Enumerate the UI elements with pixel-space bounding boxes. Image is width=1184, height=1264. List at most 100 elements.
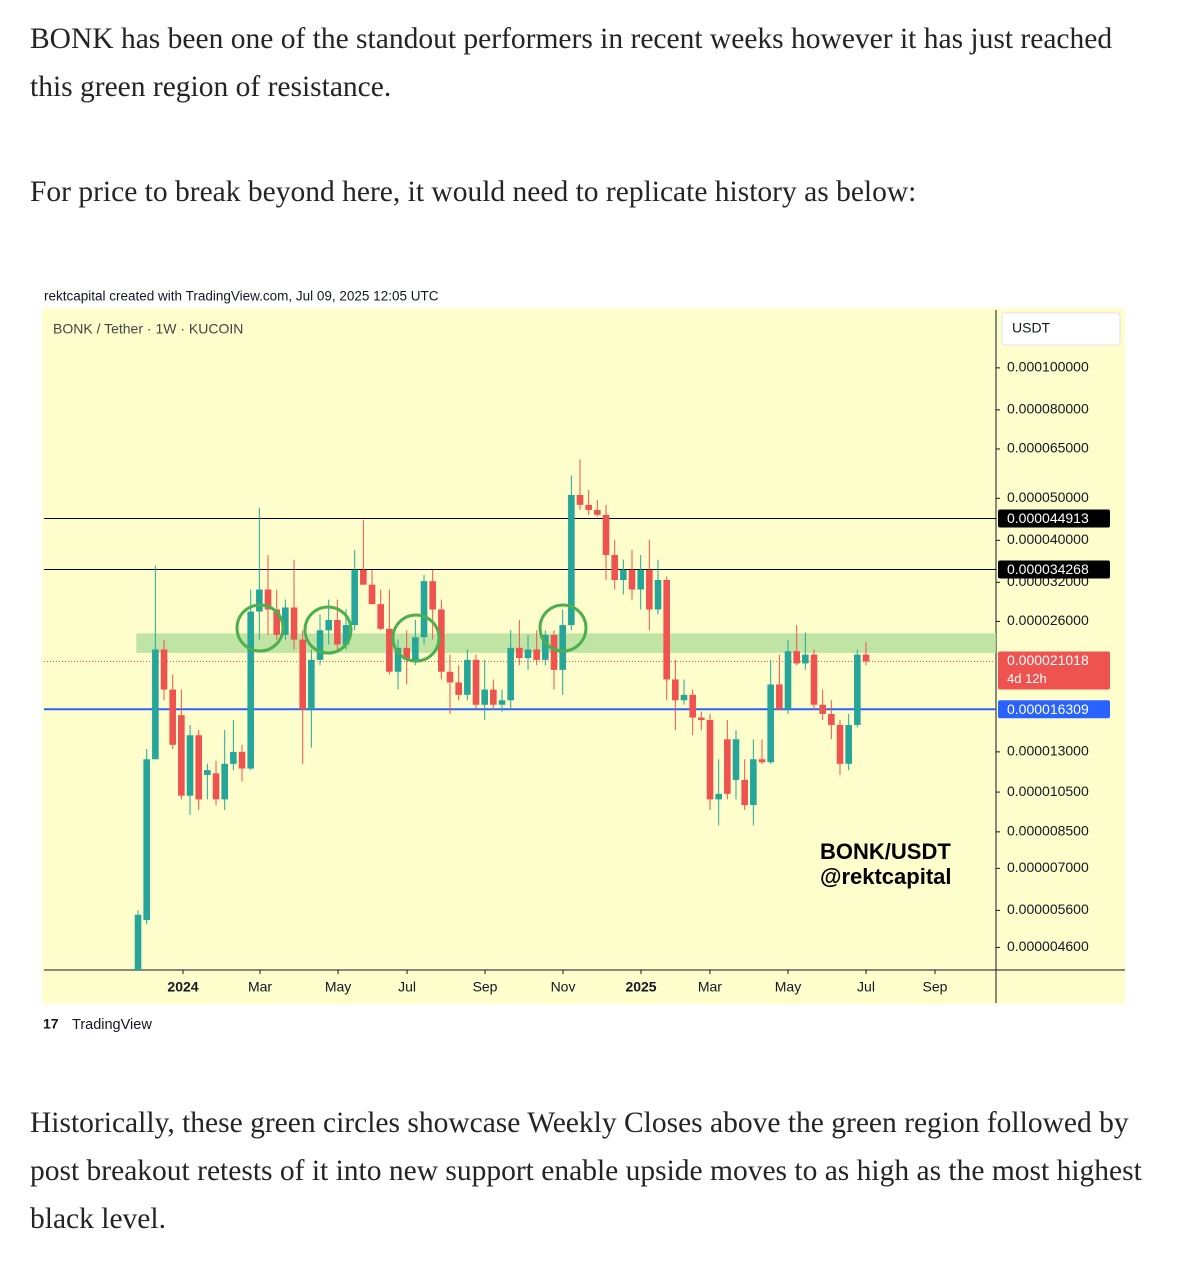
circle-annotation (391, 613, 441, 663)
candle-body (524, 649, 532, 659)
candle-body (429, 581, 436, 610)
candle-body (516, 647, 523, 659)
candle-body (472, 659, 480, 705)
y-tick-label: 0.000026000 (1007, 612, 1089, 628)
candle-body (316, 630, 324, 660)
candle-body (394, 647, 402, 672)
last-price-label: 0.000021018 (1007, 652, 1089, 668)
candle-body (663, 579, 670, 680)
level-label: 0.000044913 (1007, 510, 1089, 526)
y-tick-label: 0.000013000 (1007, 743, 1089, 759)
watermark: BONK/USDT (820, 839, 951, 864)
y-tick-label: 0.000065000 (1007, 440, 1089, 456)
candle-body (784, 651, 792, 710)
circle-annotation (235, 603, 285, 653)
candle-body (594, 509, 601, 515)
candle-body (143, 759, 150, 921)
level-label-box (998, 700, 1110, 719)
chart-caption: rektcapital created with TradingView.com… (44, 289, 439, 304)
x-tick-label: Nov (551, 979, 576, 995)
y-tick-label: 0.000010500 (1007, 783, 1089, 799)
candle-body (134, 914, 142, 970)
candle-body (620, 569, 627, 580)
candle-body (542, 634, 549, 660)
y-tick-label: 0.000050000 (1007, 489, 1089, 505)
countdown-label: 4d 12h (1007, 671, 1047, 686)
candle-body (221, 763, 228, 800)
candle-body (533, 649, 540, 660)
candle-body (238, 751, 246, 769)
candle-body (732, 739, 740, 780)
level-label-box (998, 509, 1110, 528)
candle-body (854, 654, 861, 725)
candle-body (325, 619, 332, 631)
candle-body (776, 684, 783, 710)
candle-body (715, 793, 722, 800)
candle-body (386, 628, 393, 672)
candle-body (455, 682, 462, 695)
candle-body (672, 679, 679, 701)
candle-body (273, 609, 280, 635)
x-tick-label: May (325, 979, 351, 995)
candle-body (680, 694, 688, 701)
x-tick-label: Sep (923, 979, 948, 995)
level-label-box (998, 560, 1110, 579)
candle-body (282, 607, 289, 635)
chart-background (42, 308, 1125, 1004)
candle-body (160, 649, 168, 690)
candle-body (412, 637, 419, 660)
candle-body (360, 569, 367, 585)
candle-body (290, 607, 298, 640)
candle-body (767, 684, 774, 763)
candle-body (862, 654, 870, 662)
candle-body (559, 625, 566, 670)
candle-body (836, 724, 844, 764)
symbol-label: BONK / Tether · 1W · KUCOIN (53, 321, 243, 337)
x-tick-label: Jul (398, 979, 416, 995)
candle-body (230, 751, 237, 764)
x-tick-label: Jul (857, 979, 875, 995)
resistance-zone (136, 633, 996, 653)
y-tick-label: 0.000004600 (1007, 938, 1089, 954)
candle-body (741, 779, 748, 806)
candle-body (828, 713, 835, 725)
candle-body (689, 694, 696, 718)
candle-body (550, 634, 558, 670)
paragraph: Historically, these green circles showca… (30, 1107, 1142, 1235)
y-tick-label: 0.000008500 (1007, 823, 1089, 839)
candle-body (334, 619, 341, 645)
x-tick-label: May (775, 979, 801, 995)
x-tick-label: Mar (698, 979, 722, 995)
paragraph: For price to break beyond here, it would… (30, 176, 917, 208)
candle-body (368, 584, 376, 605)
y-tick-label: 0.000080000 (1007, 401, 1089, 417)
watermark: @rektcapital (820, 864, 952, 889)
currency-label: USDT (1012, 320, 1051, 336)
candle-body (308, 659, 315, 710)
y-tick-label: 0.000007000 (1007, 859, 1089, 875)
x-tick-label: Sep (473, 979, 498, 995)
candle-body (845, 724, 852, 764)
candle-body (628, 569, 636, 590)
candle-body (299, 639, 306, 710)
candle-body (247, 611, 254, 769)
candle-body (568, 494, 575, 626)
circle-annotation (538, 603, 588, 653)
candle-body (377, 604, 384, 629)
y-tick-label: 0.000100000 (1007, 359, 1089, 375)
candle-body (646, 569, 653, 610)
candle-body (758, 759, 766, 763)
currency-box (1001, 312, 1121, 346)
candle-body (186, 735, 194, 796)
candle-body (654, 579, 662, 610)
y-tick-label: 0.000040000 (1007, 531, 1089, 547)
annotations (235, 603, 588, 663)
x-tick-label: 2025 (625, 979, 656, 995)
candle-body (706, 719, 714, 800)
candle-body (152, 649, 159, 760)
candle-body (178, 715, 185, 796)
x-tick-label: Mar (248, 979, 272, 995)
candle-body (264, 589, 272, 610)
